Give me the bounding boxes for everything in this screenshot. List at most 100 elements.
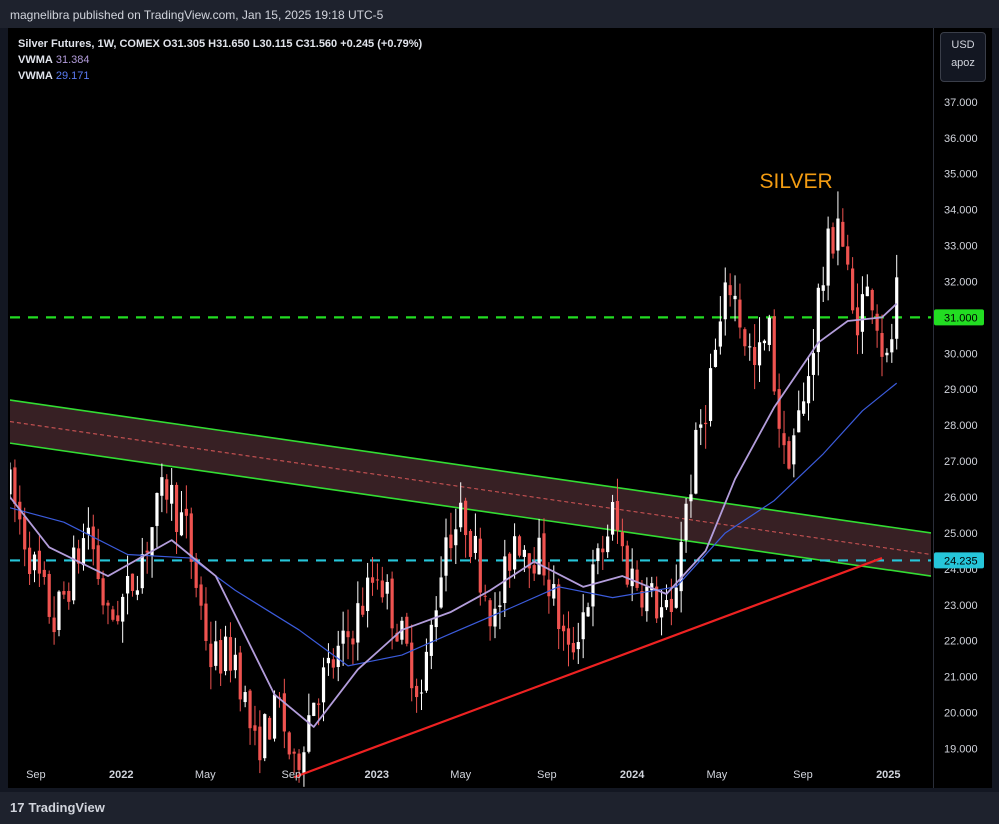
y-tick-label: 21.000 — [944, 672, 978, 684]
vwma1-label: VWMA — [18, 54, 53, 66]
y-tick-label: 25.000 — [944, 528, 978, 540]
candle-body — [243, 692, 247, 703]
candle-body — [473, 535, 477, 553]
y-tick-label: 34.000 — [944, 205, 978, 217]
support-trendline — [293, 557, 883, 779]
candle-body — [733, 295, 737, 300]
candle-body — [214, 641, 218, 666]
candle-body — [557, 584, 561, 630]
candle-body — [116, 615, 120, 622]
candle-body — [552, 584, 556, 599]
candle-body — [209, 643, 213, 668]
candle-body — [140, 554, 144, 589]
candle-body — [130, 573, 135, 591]
y-tick-label: 27.000 — [944, 456, 978, 468]
candle-body — [508, 553, 512, 571]
candle-body — [52, 617, 56, 633]
candle-body — [645, 586, 649, 612]
candle-body — [91, 526, 95, 550]
candle-body — [121, 596, 125, 622]
candle-body — [160, 477, 164, 496]
candle-body — [351, 638, 355, 645]
candle-body — [150, 527, 154, 557]
candle-body — [664, 600, 669, 608]
candle-body — [72, 547, 76, 601]
candle-body — [32, 554, 37, 571]
candle-body — [708, 368, 713, 421]
candle-body — [307, 715, 311, 752]
candle-body — [895, 277, 899, 339]
y-tick-label: 37.000 — [944, 97, 978, 109]
candle-body — [517, 536, 522, 556]
candle-body — [606, 536, 610, 553]
candle-body — [321, 667, 326, 703]
candle-body — [336, 645, 340, 668]
candle-body — [650, 583, 654, 591]
candle-body — [620, 532, 624, 547]
candle-body — [860, 294, 865, 332]
candle-body — [125, 576, 130, 594]
vwma-slow-line — [10, 382, 898, 667]
candle-body — [23, 516, 27, 550]
candle-body — [576, 642, 580, 650]
plot-layer — [10, 191, 931, 787]
currency-button[interactable]: USD apoz — [940, 32, 986, 82]
candle-body — [802, 401, 806, 414]
candle-body — [855, 307, 860, 336]
y-tick-label: 22.000 — [944, 636, 978, 648]
candle-body — [449, 534, 453, 549]
x-tick-label: Sep — [282, 769, 302, 781]
vwma1-value: 31.384 — [55, 54, 90, 66]
vwma2-value: 29.171 — [55, 70, 90, 82]
candle-body — [816, 287, 820, 353]
y-tick-label: 33.000 — [944, 241, 978, 253]
candle-body — [312, 702, 316, 716]
scale-label: apoz — [951, 57, 975, 69]
candle-body — [890, 339, 894, 353]
candle-body — [429, 624, 433, 656]
candle-body — [640, 591, 644, 608]
candle-body — [478, 538, 482, 593]
candle-body — [527, 553, 531, 569]
x-tick-label: 2022 — [109, 769, 133, 781]
channel-mid-line — [10, 421, 931, 555]
candle-body — [282, 693, 286, 732]
candle-body — [287, 732, 291, 755]
candle-body — [204, 603, 208, 641]
candle-body — [865, 286, 869, 297]
candle-body — [165, 479, 169, 500]
candle-body — [263, 714, 267, 759]
x-tick-label: Sep — [793, 769, 813, 781]
candle-body — [189, 513, 193, 562]
candle-body — [292, 751, 296, 754]
candle-body — [174, 484, 179, 532]
brand-name: TradingView — [28, 800, 105, 815]
candle-body — [170, 484, 174, 504]
candle-body — [635, 569, 639, 588]
candle-body — [826, 228, 830, 286]
candle-body — [723, 282, 727, 320]
candle-body — [713, 349, 718, 367]
candle-body — [76, 548, 81, 564]
candle-body — [630, 568, 634, 587]
symbol-title[interactable]: Silver Futures, 1W, COMEX O31.305 H31.65… — [18, 38, 423, 50]
candle-body — [10, 469, 12, 495]
candle-body — [390, 578, 394, 629]
candle-body — [846, 246, 850, 265]
price-axis[interactable] — [933, 28, 992, 788]
candle-body — [179, 512, 184, 536]
candle-body — [537, 537, 541, 575]
candle-body — [96, 545, 100, 580]
level-label-bg-0 — [934, 309, 984, 326]
y-tick-label: 28.000 — [944, 420, 978, 432]
currency-label: USD — [951, 39, 975, 51]
candle-body — [468, 530, 473, 557]
candle-body — [464, 500, 468, 536]
tradingview-logo[interactable]: 17 TradingView — [10, 800, 105, 815]
y-tick-label: 19.000 — [944, 743, 978, 755]
candle-body — [787, 441, 791, 469]
candle-body — [155, 492, 159, 526]
candle-body — [366, 577, 370, 612]
candle-body — [47, 573, 51, 617]
